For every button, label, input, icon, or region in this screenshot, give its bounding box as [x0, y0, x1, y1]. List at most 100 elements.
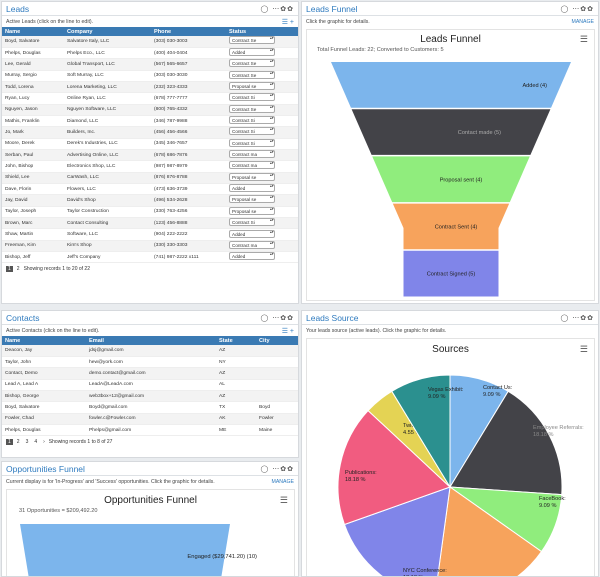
panel-controls-icon[interactable]: ◯ ⋯✿✿	[560, 5, 594, 13]
table-row[interactable]: Boyd, Salvatore Salvatore Italy, LLC (303)…	[2, 36, 298, 48]
page-1[interactable]: 1	[6, 439, 13, 446]
page-2[interactable]: 2	[16, 439, 20, 446]
funnel-segment-0[interactable]	[20, 524, 230, 577]
table-row[interactable]: Todd, Lorena Lorena Marketing, LLC (232) 3…	[2, 81, 298, 94]
status-select[interactable]: Contract ma	[229, 240, 275, 249]
status-select[interactable]: Contract Si	[229, 218, 275, 227]
pie-slice-4[interactable]	[343, 486, 451, 577]
panel-controls-icon[interactable]: ◯ ⋯✿✿	[260, 5, 294, 13]
table-row[interactable]: Deacon, Jay jdsj@gmail.com AZ	[2, 345, 298, 357]
table-row[interactable]: Brown, Marc Contact Consulting (123) 456-8…	[2, 217, 298, 230]
table-row[interactable]: Shaw, Martin Software, LLC (904) 222-2222 A…	[2, 228, 298, 241]
col-email[interactable]: Email	[86, 336, 216, 345]
table-row[interactable]: Jo, Mark Builders, Inc. (456) 456-4566 Cont…	[2, 126, 298, 139]
sources-pie-chart[interactable]: Sources ☰ Contact Us: 9.09 % Employee Refe…	[306, 338, 595, 577]
col-phone[interactable]: Phone	[151, 27, 226, 36]
table-row[interactable]: Serban, Paul Advertising Online, LLC (678)…	[2, 149, 298, 162]
chart-menu-icon[interactable]: ☰	[279, 495, 288, 505]
table-row[interactable]: Moore, Derek Derek's Industries, LLC (345)…	[2, 138, 298, 150]
funnel-label: Contract Sent (4)	[435, 224, 478, 230]
table-cell: (678) 777-7777	[151, 92, 226, 105]
col-city[interactable]: City	[256, 336, 298, 345]
opp-funnel-chart[interactable]: Opportunities Funnel 31 Opportunities = …	[6, 489, 295, 577]
col-status[interactable]: Status	[226, 27, 298, 36]
pie-label: Twitter: 4.55 %	[403, 423, 421, 436]
table-row[interactable]: Boyd, Salvatore Boyd@gmail.com TX Boyd	[2, 401, 298, 414]
leads-funnel-chart[interactable]: Leads Funnel Total Funnel Leads: 22; Con…	[306, 29, 595, 301]
status-select[interactable]: Added	[229, 184, 275, 193]
status-select[interactable]: Contract Si	[229, 93, 275, 102]
chart-menu-icon[interactable]: ☰	[579, 34, 588, 44]
status-select[interactable]: Proposal se	[229, 172, 275, 181]
panel-controls-icon[interactable]: ◯ ⋯✿✿	[560, 314, 594, 322]
col-state[interactable]: State	[216, 336, 256, 345]
page-next[interactable]: ›	[43, 439, 45, 446]
funnel-segment-3[interactable]	[392, 203, 510, 250]
table-row[interactable]: Taylor, Joseph Taylor Construction (330) 7…	[2, 206, 298, 219]
table-row[interactable]: Shield, Lee CarWash, LLC (876) 876-8788 Pro…	[2, 172, 298, 184]
page-2[interactable]: 2	[16, 266, 20, 273]
panel-controls-icon[interactable]: ◯ ⋯✿✿	[260, 465, 294, 473]
col-name[interactable]: Name	[2, 27, 64, 36]
status-select[interactable]: Added	[229, 252, 275, 261]
status-select[interactable]: Proposal se	[229, 206, 275, 215]
table-row[interactable]: Mathis, Franklin Diamond, LLC (346) 787-99…	[2, 115, 298, 128]
status-cell: Contract Si	[226, 138, 298, 150]
page-1[interactable]: 1	[6, 266, 13, 273]
table-cell: AZ	[216, 367, 256, 380]
status-select[interactable]: Contract Si	[229, 127, 275, 136]
table-row[interactable]: Ryan, Lucy Online Ryan, LLC (678) 777-7777…	[2, 92, 298, 105]
table-row[interactable]: Taylor, John hew@york.com NY	[2, 356, 298, 369]
funnel-segment-2[interactable]	[372, 156, 530, 203]
list-add-icons[interactable]: ☰ +	[281, 18, 294, 26]
panel-controls-icon[interactable]: ◯ ⋯✿✿	[260, 314, 294, 322]
table-cell: AZ	[216, 345, 256, 357]
table-row[interactable]: Fowler, Chad fowler.c@Fowler.com AK Fowler	[2, 413, 298, 425]
funnel-segment-4[interactable]	[403, 250, 499, 297]
status-select[interactable]: Contract Se	[229, 36, 275, 45]
pie-slice-3[interactable]	[435, 486, 543, 577]
table-cell: AK	[216, 413, 256, 425]
pie-slice-7[interactable]	[391, 374, 451, 489]
list-add-icons[interactable]: ☰ +	[281, 327, 294, 335]
status-select[interactable]: Contract Se	[229, 59, 275, 68]
status-select[interactable]: Contract Se	[229, 70, 275, 79]
table-row[interactable]: Phelps, Douglas Phelps@gmail.com ME Maine	[2, 424, 298, 437]
chart-menu-icon[interactable]: ☰	[579, 344, 588, 354]
manage-link[interactable]: MANAGE	[271, 478, 294, 485]
table-row[interactable]: Bishop, Jeff Jeff's Company (741) 987-2222…	[2, 251, 298, 264]
status-select[interactable]: Contract ma	[229, 161, 275, 170]
table-row[interactable]: Murray, Sergio Soft Murray, LLC (303) 030-…	[2, 70, 298, 82]
page-4[interactable]: 4	[34, 439, 38, 446]
manage-link[interactable]: MANAGE	[571, 18, 594, 25]
status-select[interactable]: Added	[229, 229, 275, 238]
table-row[interactable]: Phelps, Douglas Phelps Eco., LLC (400) 404…	[2, 47, 298, 60]
table-row[interactable]: Freeman, Kim Kim's Shop (330) 330-3303 Cont…	[2, 240, 298, 253]
status-select[interactable]: Contract Si	[229, 116, 275, 125]
opp-header: Opportunities Funnel ◯ ⋯✿✿	[2, 462, 298, 476]
table-cell: (904) 222-2222	[151, 228, 226, 241]
col-company[interactable]: Company	[64, 27, 151, 36]
pie-slice-1[interactable]	[449, 390, 563, 496]
table-row[interactable]: Nguyen, Jason Nguyen Software, LLC (800) 7…	[2, 104, 298, 116]
table-row[interactable]: Bishop, George web3box+12@gmail.com AZ	[2, 390, 298, 403]
status-select[interactable]: Added	[229, 48, 275, 57]
table-row[interactable]: Lee, Gerald Global Transport, LLC (567) 56…	[2, 58, 298, 71]
table-row[interactable]: John, Bishop Electronics Shop, LLC (987) 9…	[2, 160, 298, 173]
chart-subtitle: Total Funnel Leads: 22; Converted to Cus…	[317, 47, 444, 53]
status-select[interactable]: Proposal se	[229, 195, 275, 204]
status-select[interactable]: Proposal se	[229, 82, 275, 91]
table-row[interactable]: Contact, Demo demo.contact@gmail.com AZ	[2, 367, 298, 380]
table-row[interactable]: Jay, David David's Shop (496) 534-2628 Prop…	[2, 194, 298, 207]
pie-slice-5[interactable]	[337, 409, 451, 526]
funnel-segment-0[interactable]	[331, 62, 571, 108]
page-3[interactable]: 3	[25, 439, 29, 446]
status-select[interactable]: Contract Si	[229, 138, 275, 147]
status-select[interactable]: Contract ma	[229, 150, 275, 159]
table-row[interactable]: Dave, Florin Flowers, LLC (473) 636-3739 Ad…	[2, 183, 298, 196]
status-select[interactable]: Contract Se	[229, 104, 275, 113]
leads-table: Name Company Phone Status Boyd, Salvator…	[2, 27, 298, 264]
col-name[interactable]: Name	[2, 336, 86, 345]
funnel-segment-1[interactable]	[351, 109, 551, 155]
table-row[interactable]: Lead A, Lead A LeadA@LeadA.com AL	[2, 379, 298, 391]
